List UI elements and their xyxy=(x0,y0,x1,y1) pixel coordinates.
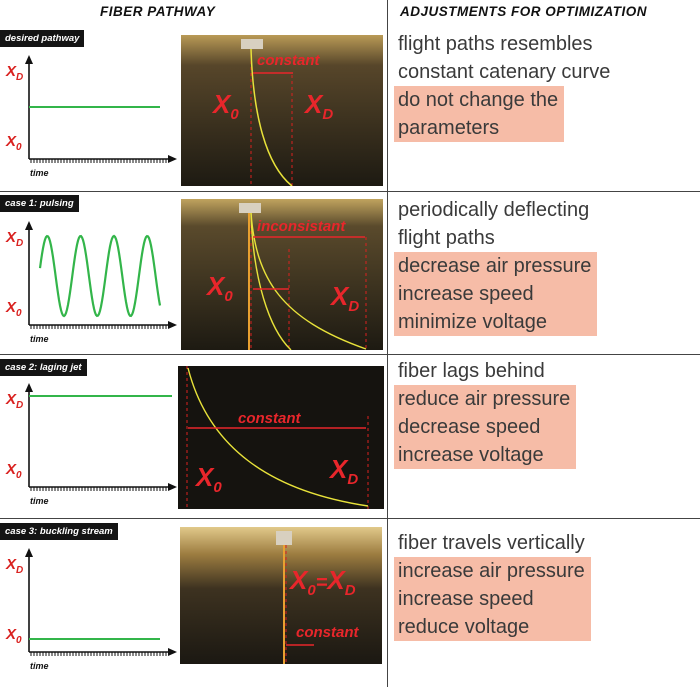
adjustment-line: decrease speed xyxy=(398,416,541,438)
signal-sine xyxy=(38,234,162,318)
adjustments-laging: fiber lags behind reduce air pressure de… xyxy=(394,357,693,469)
time-label: time xyxy=(30,661,49,671)
column-divider xyxy=(387,0,388,687)
time-ticks xyxy=(30,325,167,329)
adjustment-line: increase voltage xyxy=(398,444,544,466)
adjustment-box: decrease air pressure increase speed min… xyxy=(394,252,598,336)
adjustment-line: increase speed xyxy=(398,283,534,305)
photo-label: constant xyxy=(296,624,360,641)
photo-pulsing: inconsistant X0 XD xyxy=(181,199,383,350)
adjustment-line: increase air pressure xyxy=(398,560,585,582)
adjustment-box: reduce air pressure decrease speed incre… xyxy=(394,385,577,469)
photo-desired: constant X0 XD xyxy=(181,35,383,186)
xd-label: XD xyxy=(5,229,23,249)
description-line: periodically deflecting xyxy=(398,199,590,221)
description-line: flight paths resembles xyxy=(398,33,593,55)
svg-text:X0=XD: X0=XD xyxy=(288,565,356,599)
time-ticks xyxy=(30,652,167,656)
xd-label: XD xyxy=(5,63,23,83)
description-line: fiber travels vertically xyxy=(398,532,585,554)
svg-text:XD: XD xyxy=(303,89,333,123)
adjustments-desired: flight paths resembles constant catenary… xyxy=(394,30,693,142)
photo-label: constant xyxy=(257,52,321,69)
adjustment-line: minimize voltage xyxy=(398,311,547,333)
svg-text:X0: X0 xyxy=(205,271,233,305)
adjustments-buckling: fiber travels vertically increase air pr… xyxy=(394,529,693,641)
x0-label: X0 xyxy=(5,299,22,319)
adjustment-line: reduce air pressure xyxy=(398,388,571,410)
x0-label: X0 xyxy=(5,626,22,646)
adjustment-line: parameters xyxy=(398,117,500,139)
adjustment-line: increase speed xyxy=(398,588,534,610)
photo-laging: constant X0 XD xyxy=(178,366,384,509)
plot-desired: XD X0 time xyxy=(0,52,180,182)
time-label: time xyxy=(30,496,49,506)
description-line: constant catenary curve xyxy=(398,61,611,83)
description-line: flight paths xyxy=(398,227,495,249)
adjustment-line: decrease air pressure xyxy=(398,255,592,277)
row-divider-1 xyxy=(0,191,700,192)
plot-laging: XD X0 time xyxy=(0,380,180,510)
row-divider-3 xyxy=(0,518,700,519)
photo-buckling: constant X0=XD xyxy=(180,527,382,664)
svg-text:XD: XD xyxy=(329,281,359,315)
photo-label: constant xyxy=(238,410,302,427)
plot-pulsing: XD X0 time xyxy=(0,218,180,348)
x0-label: X0 xyxy=(5,133,22,153)
adjustment-box: do not change the parameters xyxy=(394,86,565,142)
svg-text:XD: XD xyxy=(328,454,358,488)
fiber-pathway-header: FIBER PATHWAY xyxy=(100,4,216,19)
time-label: time xyxy=(30,168,49,178)
time-ticks xyxy=(30,159,167,163)
photo-label: inconsistant xyxy=(257,218,346,235)
adjustments-header: ADJUSTMENTS FOR OPTIMIZATION xyxy=(400,4,647,19)
time-label: time xyxy=(30,334,49,344)
adjustment-box: increase air pressure increase speed red… xyxy=(394,557,591,641)
case-label-desired: desired pathway xyxy=(0,30,85,47)
xd-label: XD xyxy=(5,391,23,411)
case-label-buckling: case 3: buckling stream xyxy=(0,523,118,540)
description-line: fiber lags behind xyxy=(398,360,545,382)
case-label-laging: case 2: laging jet xyxy=(0,359,87,376)
adjustment-line: do not change the xyxy=(398,89,559,111)
case-label-pulsing: case 1: pulsing xyxy=(0,195,79,212)
adjustment-line: reduce voltage xyxy=(398,616,530,638)
time-ticks xyxy=(30,487,167,491)
row-divider-2 xyxy=(0,354,700,355)
svg-text:X0: X0 xyxy=(194,462,222,496)
x0-label: X0 xyxy=(5,461,22,481)
plot-buckling: XD X0 time xyxy=(0,545,180,675)
adjustments-pulsing: periodically deflecting flight paths dec… xyxy=(394,196,693,336)
xd-label: XD xyxy=(5,556,23,576)
svg-text:X0: X0 xyxy=(211,89,239,123)
